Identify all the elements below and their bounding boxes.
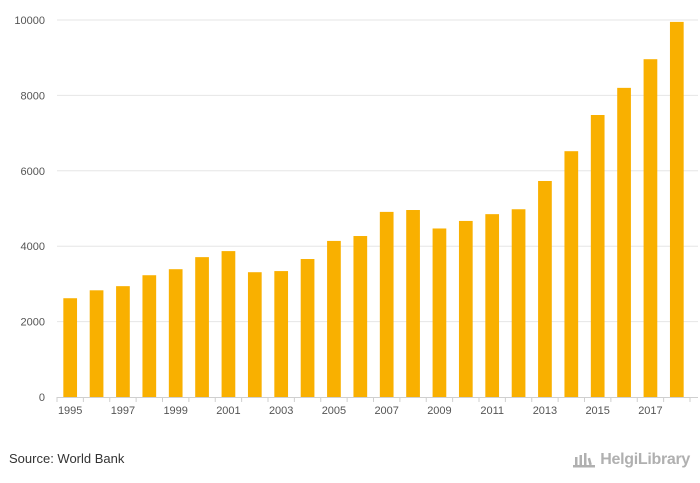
y-axis-tick-labels: 0 2000 4000 6000 8000 10000	[14, 15, 45, 404]
brand-logo: HelgiLibrary	[572, 449, 690, 471]
library-icon	[573, 453, 596, 468]
bar-2014	[564, 151, 579, 397]
x-tick-label: 2003	[269, 405, 293, 417]
bar-2000	[195, 257, 209, 397]
bar-2005	[327, 240, 341, 397]
y-tick-label: 6000	[21, 166, 45, 178]
source-note: Source: World Bank	[9, 451, 125, 466]
x-axis	[56, 397, 698, 402]
bar-2008	[406, 210, 420, 397]
bar-1996	[89, 290, 104, 397]
bar-2013	[538, 180, 552, 397]
x-axis-tick-labels: 1995 1997 1999 2001 2003 2005 2007 2009 2011 2013…	[58, 405, 663, 417]
bar-2002	[247, 272, 262, 397]
bar-2012	[511, 209, 526, 397]
bar-2010	[458, 220, 473, 397]
x-tick-label: 2017	[638, 405, 662, 417]
bar-2016	[617, 87, 631, 398]
y-tick-label: 0	[39, 392, 45, 404]
bar-2009	[432, 228, 447, 397]
bar-2018	[669, 21, 684, 397]
bar-1995	[63, 298, 78, 397]
bar-1998	[142, 275, 157, 397]
bar-2007	[379, 211, 394, 397]
y-tick-label: 10000	[14, 15, 45, 27]
y-tick-label: 4000	[21, 241, 45, 253]
y-tick-label: 2000	[21, 317, 45, 329]
bar-2003	[274, 271, 289, 397]
x-tick-label: 2011	[480, 405, 504, 417]
x-tick-label: 1997	[111, 405, 135, 417]
bar-1999	[168, 269, 183, 397]
bar-2017	[643, 59, 658, 397]
x-tick-label: 1995	[58, 405, 82, 417]
x-tick-label: 2007	[374, 405, 398, 417]
bar-2004	[300, 259, 315, 397]
x-tick-label: 1999	[163, 405, 187, 417]
bar-2006	[353, 236, 368, 397]
x-tick-label: 2005	[322, 405, 346, 417]
bar-chart: 0 2000 4000 6000 8000 10000 1995 1997 1999 2001 2…	[14, 15, 698, 417]
x-tick-label: 2001	[216, 405, 240, 417]
x-tick-label: 2015	[585, 405, 609, 417]
x-tick-label: 2013	[533, 405, 557, 417]
y-tick-label: 8000	[21, 90, 45, 102]
bar-1997	[116, 286, 130, 397]
bars	[63, 21, 684, 398]
brand-name: HelgiLibrary	[600, 451, 690, 468]
bar-2015	[590, 115, 605, 397]
bar-2011	[485, 214, 500, 397]
bar-2001	[221, 251, 236, 397]
x-tick-label: 2009	[427, 405, 451, 417]
